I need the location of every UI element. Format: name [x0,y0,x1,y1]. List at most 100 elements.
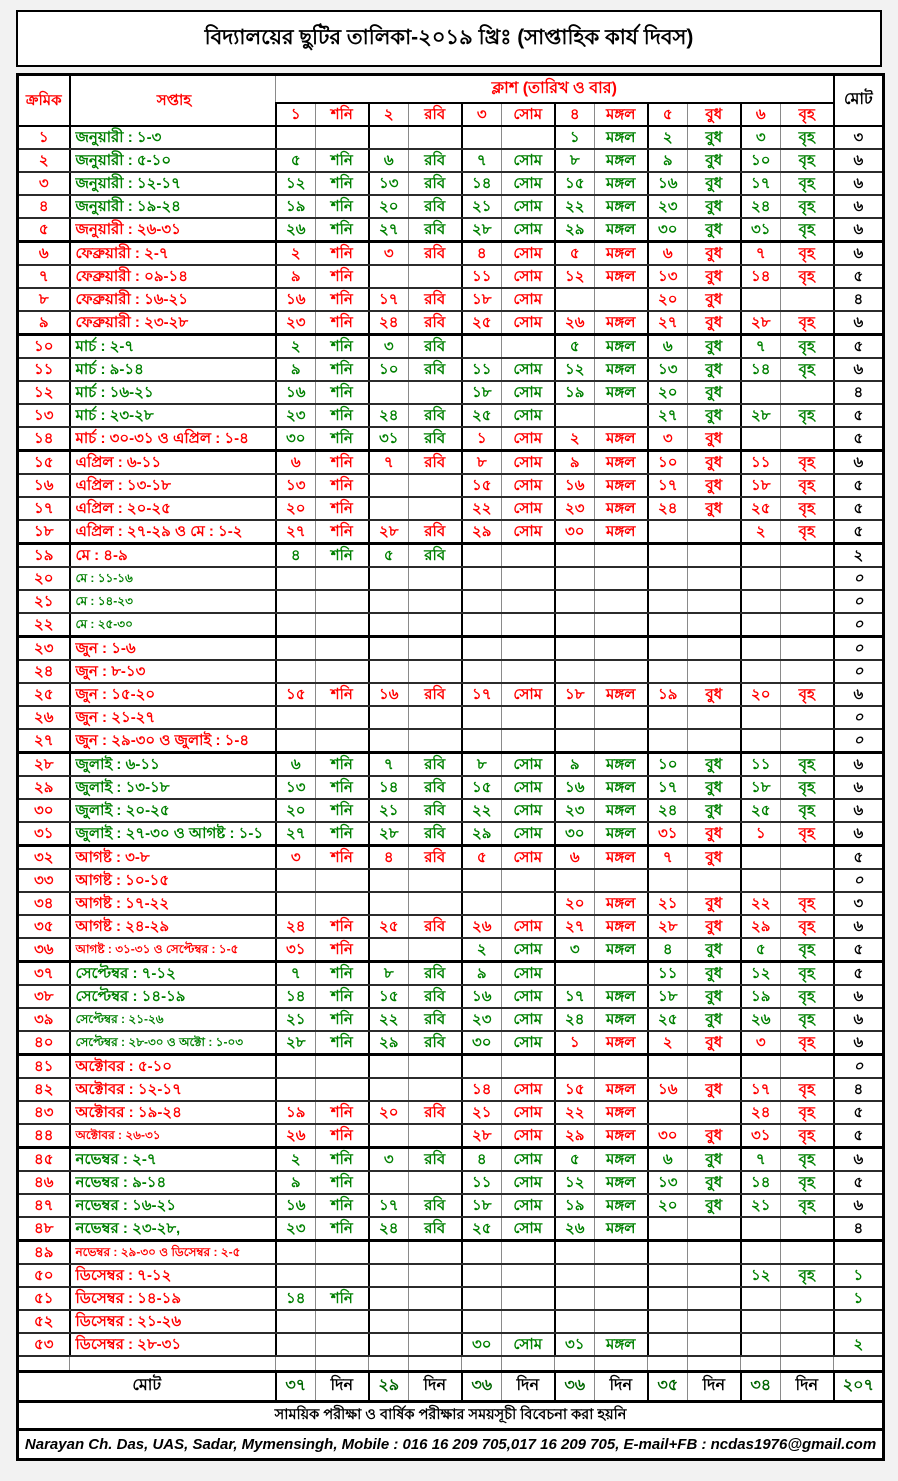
spacer-cell [740,1355,781,1372]
date-cell: ২৬ [274,217,316,243]
day-name-cell [408,1077,462,1102]
date-cell [739,543,781,568]
day-name-cell: বৃহ [779,1077,835,1102]
day-name-cell: শনি [315,519,369,545]
day-name-cell: বৃহ [779,775,835,800]
table-row: ২৬ জুন : ২১-২৭ ০ [17,705,885,730]
date-cell: ১৪ [274,984,316,1009]
wednesday-total: ৩৫ [646,1370,688,1403]
date-cell: ৬ [367,148,409,173]
date-cell: ৩ [367,334,409,359]
day-name-cell: সোম [501,1216,555,1242]
day-name-cell: বুধ [687,682,741,707]
day-name-cell: বৃহ [779,171,835,196]
day-name-cell: বৃহ [779,357,835,382]
day-name-cell: বৃহ [779,450,835,475]
total-cell: ৬ [832,914,885,939]
header-day-name: রবি [408,102,462,127]
grand-total-label: মোট [16,1370,276,1403]
day-name-cell [315,566,369,591]
header-day-num: ৬ [739,102,781,127]
date-cell: ৩১ [274,937,316,963]
date-cell [274,868,316,893]
day-name-cell [687,636,741,661]
day-name-cell: বুধ [687,426,741,452]
header-total: মোট [832,74,885,127]
day-name-cell: বৃহ [779,1147,835,1172]
date-cell: ১১ [460,357,502,382]
date-cell [646,566,688,591]
date-cell: ২৭ [553,914,595,939]
day-name-cell: মঙ্গল [594,310,648,336]
week-cell: জুলাই : ৬-১১ [68,752,276,777]
date-cell [460,589,502,614]
table-footer: মোট ৩৭ দিন ২৯ দিন ৩৬ দিন ৩৬ দিন ৩৫ দিন ৩… [15,1370,885,1461]
day-name-cell: মঙ্গল [594,1030,648,1056]
day-name-cell: বৃহ [779,334,835,359]
serial-cell: ২৭ [17,728,70,754]
day-name-cell: মঙ্গল [594,775,648,800]
day-name-cell [501,659,555,684]
date-cell: ৬ [274,450,316,475]
date-cell: ৮ [367,961,409,986]
date-cell [739,1286,781,1311]
date-cell [367,1332,409,1357]
day-name-cell: শনি [315,1100,369,1125]
table-row: ২৪ জুন : ৮-১৩ ০ [17,659,885,684]
day-name-cell: শনি [315,1286,369,1311]
date-cell [367,705,409,730]
day-name-cell: মঙ্গল [594,1077,648,1102]
total-cell: ৫ [832,519,885,545]
day-name-cell [594,1240,648,1265]
date-cell: ৯ [553,752,595,777]
day-name-cell: মঙ্গল [594,984,648,1009]
day-name-cell [315,868,369,893]
date-cell [367,1309,409,1334]
table-row: ৪৬ নভেম্বর : ৯-১৪ ৯ শনি ১১ সোম ১২ মঙ্গল ১৩ বুধ ১৪ ব… [17,1170,885,1195]
day-name-cell: সোম [501,752,555,777]
date-cell: ১৯ [553,380,595,405]
date-cell: ১৬ [553,473,595,498]
day-name-cell: বৃহ [779,1100,835,1125]
day-name-cell: রবি [408,194,462,219]
day-name-cell: সোম [501,380,555,405]
table-header: ক্রমিক সপ্তাহ ক্লাশ (তারিখ ও বার) মোট ১ … [17,74,885,127]
table-row: ৫০ ডিসেম্বর : ৭-১২ ১২ বৃহ ১ [17,1263,885,1288]
day-name-cell [687,543,741,568]
day-name-cell [687,1100,741,1125]
day-name-cell: মঙ্গল [594,148,648,173]
day-name-cell: রবি [408,1100,462,1125]
date-cell: ১৫ [367,984,409,1009]
day-name-cell: সোম [501,798,555,823]
date-cell: ১৩ [274,775,316,800]
date-cell: ২২ [553,1100,595,1125]
week-cell: আগষ্ট : ৩১-৩১ ও সেপ্টেম্বর : ১-৫ [68,937,276,963]
table-row: ৩০ জুলাই : ২০-২৫ ২০ শনি ২১ রবি ২২ সোম ২৩ মঙ্গল ২৪ ব… [17,798,885,823]
serial-cell: ৪৪ [17,1123,70,1149]
date-cell: ২০ [367,1100,409,1125]
day-name-cell: শনি [315,1007,369,1032]
date-cell: ১১ [460,1170,502,1195]
day-name-cell: শনি [315,752,369,777]
date-cell: ৭ [739,1147,781,1172]
date-cell: ৭ [367,450,409,475]
total-cell: ৬ [832,217,885,243]
day-name-cell: শনি [315,543,369,568]
date-cell: ২০ [646,287,688,312]
day-name-cell [687,1309,741,1334]
serial-cell: ৩৫ [17,914,70,939]
spacer-cell [779,1355,835,1372]
date-cell [274,1077,316,1102]
tuesday-total: ৩৬ [553,1370,595,1403]
day-name-cell [408,380,462,405]
date-cell: ১৩ [646,357,688,382]
day-name-cell: মঙ্গল [594,891,648,916]
day-name-cell: সোম [501,496,555,521]
date-cell: ৬ [553,845,595,870]
week-cell: ডিসেম্বর : ১৪-১৯ [68,1286,276,1311]
date-cell: ২৫ [460,403,502,428]
day-name-cell [594,705,648,730]
day-name-cell: বৃহ [779,821,835,847]
date-cell [274,1263,316,1288]
week-cell: এপ্রিল : ২০-২৫ [68,496,276,521]
